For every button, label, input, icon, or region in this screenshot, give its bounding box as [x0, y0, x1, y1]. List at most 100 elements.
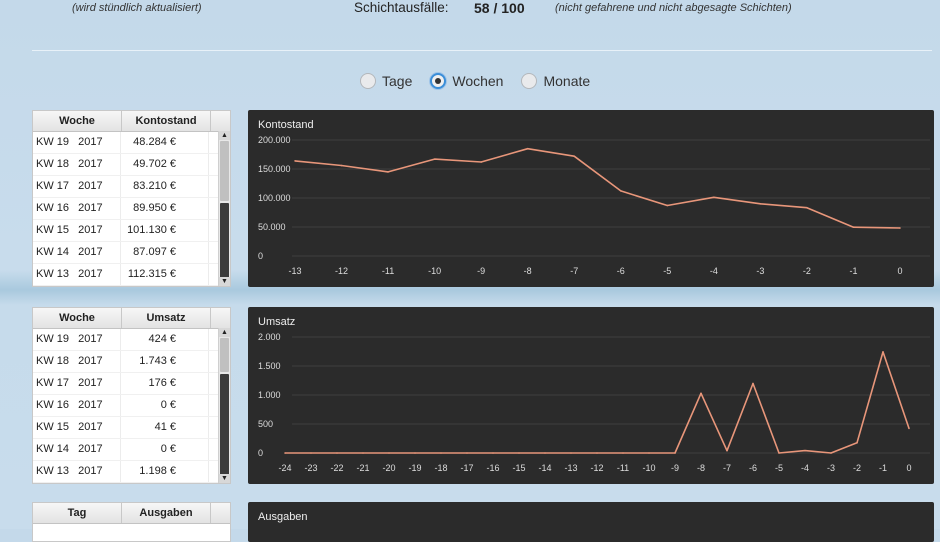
chart-title: Umsatz	[258, 316, 296, 328]
table-row[interactable]: KW 13 2017 112.315 €	[33, 264, 230, 286]
table-row[interactable]: KW 14 2017 0 €	[33, 439, 230, 461]
radio-tage[interactable]: Tage	[360, 73, 412, 89]
x-tick-label: -18	[434, 463, 447, 473]
radio-wochen-circle[interactable]	[430, 73, 447, 89]
revenue-chart: Umsatz 0 500 1.000 1.500 2.000 -24 -23 -22 -21 -2…	[248, 307, 934, 484]
week-cell: KW 19 2017	[33, 329, 121, 350]
week-cell: KW 17 2017	[33, 373, 121, 394]
revenue-cell: 1.198 €	[121, 461, 209, 482]
table-row[interactable]: KW 14 2017 87.097 €	[33, 242, 230, 264]
scroll-down-arrow-icon[interactable]: ▼	[219, 277, 230, 286]
x-tick-label: -2	[853, 463, 861, 473]
data-point	[518, 452, 520, 454]
balance-cell: 48.284 €	[121, 132, 209, 153]
data-point	[440, 452, 442, 454]
data-point	[388, 452, 390, 454]
radio-monate-circle[interactable]	[521, 73, 538, 89]
balance-cell: 112.315 €	[121, 264, 209, 285]
balance-table-scrollbar[interactable]: ▲ ▼	[218, 131, 230, 286]
data-point	[573, 155, 576, 158]
data-point	[619, 190, 622, 192]
week-cell: KW 17 2017	[33, 176, 121, 197]
y-tick-label: 150.000	[258, 164, 291, 174]
radio-monate-label[interactable]: Monate	[543, 73, 591, 89]
expenses-table-header: Tag Ausgaben	[33, 503, 230, 524]
table-row[interactable]: KW 18 2017 49.702 €	[33, 154, 230, 176]
week-cell: KW 15 2017	[33, 417, 121, 438]
x-tick-label: -24	[278, 463, 291, 473]
radio-monate[interactable]: Monate	[521, 73, 590, 89]
scroll-down-arrow-icon[interactable]: ▼	[219, 474, 230, 483]
revenue-cell: 424 €	[121, 329, 209, 350]
balance-cell: 87.097 €	[121, 242, 209, 263]
week-cell: KW 18 2017	[33, 351, 121, 372]
scroll-up-arrow-icon[interactable]: ▲	[219, 131, 230, 140]
x-tick-label: -1	[849, 266, 857, 276]
expenses-col-expenses[interactable]: Ausgaben	[122, 503, 211, 523]
week-cell: KW 15 2017	[33, 220, 121, 241]
table-row[interactable]: KW 13 2017 1.198 €	[33, 461, 230, 483]
y-tick-label: 50.000	[258, 222, 286, 232]
y-tick-label: 1.500	[258, 361, 281, 371]
balance-cell: 89.950 €	[121, 198, 209, 219]
series-line	[294, 147, 901, 229]
x-tick-label: -16	[486, 463, 499, 473]
data-point	[362, 452, 364, 454]
table-row[interactable]: KW 15 2017 101.130 €	[33, 220, 230, 242]
expenses-col-day[interactable]: Tag	[33, 503, 122, 523]
revenue-cell: 0 €	[121, 395, 209, 416]
chart-title: Ausgaben	[258, 511, 308, 523]
balance-col-week[interactable]: Woche	[33, 111, 122, 131]
data-point	[726, 449, 728, 452]
data-point	[674, 452, 676, 454]
data-point	[852, 226, 855, 228]
table-row[interactable]: KW 18 2017 1.743 €	[33, 351, 230, 373]
balance-table-header: Woche Kontostand	[33, 111, 230, 132]
y-tick-label: 0	[258, 448, 263, 458]
data-point	[433, 158, 436, 160]
shift-failures-value: 58 / 100	[474, 0, 525, 16]
balance-cell: 49.702 €	[121, 154, 209, 175]
data-point	[648, 452, 650, 454]
x-tick-label: -4	[801, 463, 809, 473]
radio-wochen[interactable]: Wochen	[430, 73, 503, 89]
table-row[interactable]: KW 16 2017 89.950 €	[33, 198, 230, 220]
data-point	[544, 452, 546, 454]
data-point	[856, 441, 858, 444]
revenue-col-week[interactable]: Woche	[33, 308, 122, 328]
radio-wochen-label[interactable]: Wochen	[452, 73, 504, 89]
data-point	[759, 203, 762, 205]
balance-chart: Kontostand 0 50.000 100.000 150.000 200.000 -…	[248, 110, 934, 287]
week-cell: KW 16 2017	[33, 395, 121, 416]
data-point	[713, 196, 715, 199]
radio-tage-label[interactable]: Tage	[382, 73, 413, 89]
revenue-table-header: Woche Umsatz	[33, 308, 230, 329]
chart-title: Kontostand	[258, 119, 314, 131]
table-row[interactable]: KW 17 2017 176 €	[33, 373, 230, 395]
balance-col-balance[interactable]: Kontostand	[122, 111, 211, 131]
revenue-table-scrollbar[interactable]: ▲ ▼	[218, 328, 230, 483]
header-divider	[32, 50, 932, 51]
x-tick-label: -9	[671, 463, 679, 473]
table-row[interactable]: KW 15 2017 41 €	[33, 417, 230, 439]
expenses-chart: Ausgaben	[248, 502, 934, 542]
revenue-col-revenue[interactable]: Umsatz	[122, 308, 211, 328]
scroll-up-arrow-icon[interactable]: ▲	[219, 328, 230, 337]
scroll-thumb[interactable]	[220, 374, 229, 482]
table-row[interactable]: KW 19 2017 48.284 €	[33, 132, 230, 154]
radio-tage-circle[interactable]	[360, 73, 376, 89]
scroll-thumb[interactable]	[220, 203, 229, 285]
data-point	[752, 382, 754, 385]
table-row[interactable]: KW 19 2017 424 €	[33, 329, 230, 351]
data-point	[908, 427, 910, 430]
y-tick-label: 1.000	[258, 390, 281, 400]
week-cell: KW 19 2017	[33, 132, 121, 153]
table-row[interactable]: KW 17 2017 83.210 €	[33, 176, 230, 198]
y-tick-label: 500	[258, 419, 273, 429]
data-point	[414, 452, 416, 454]
x-tick-label: -10	[642, 463, 655, 473]
revenue-cell: 176 €	[121, 373, 209, 394]
data-point	[492, 452, 494, 454]
table-row[interactable]: KW 16 2017 0 €	[33, 395, 230, 417]
